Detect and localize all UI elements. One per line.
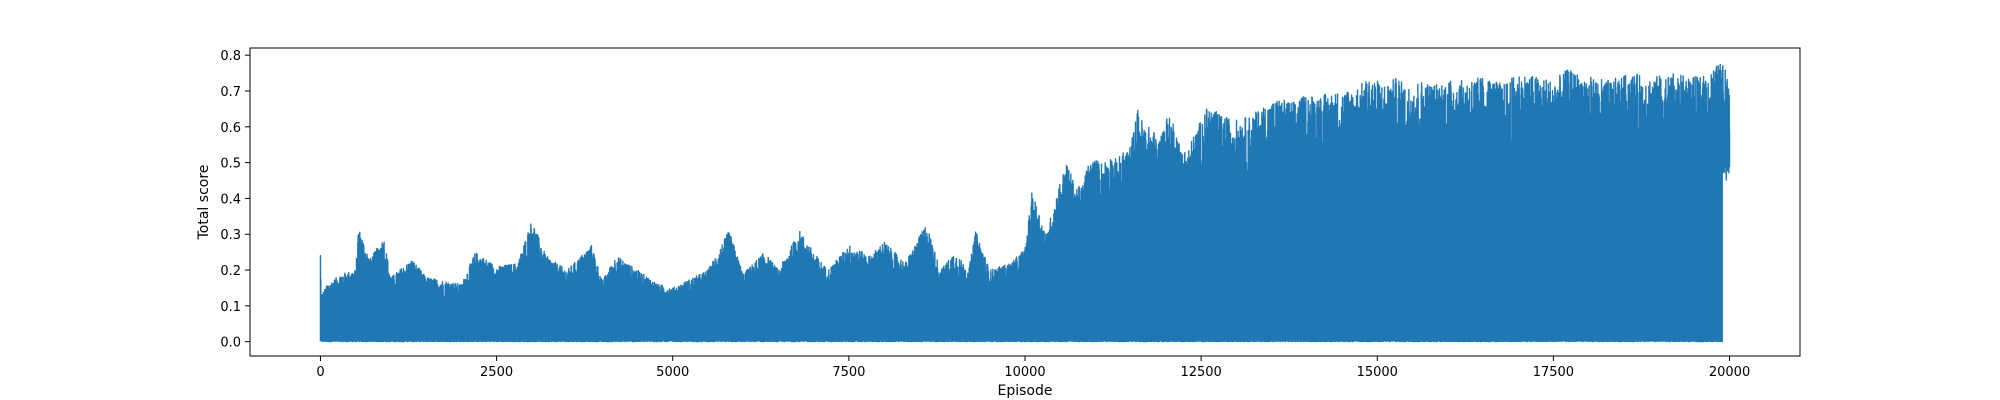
x-tick-label: 10000 [1004,365,1045,380]
x-tick-label: 7500 [832,365,865,380]
x-axis: 0 2500 5000 7500 10000 12500 15000 17500 20000 [316,356,1750,380]
x-tick-label: 2500 [480,365,513,380]
y-axis-label: Total score [196,165,212,241]
x-tick-label: 12500 [1180,365,1221,380]
y-tick-label: 0.7 [220,85,241,100]
y-tick-label: 0.2 [220,264,241,279]
y-tick-label: 0.5 [220,157,241,172]
x-tick-label: 20000 [1709,365,1750,380]
x-tick-label: 5000 [656,365,689,380]
x-tick-label: 15000 [1357,365,1398,380]
x-tick-label: 17500 [1533,365,1574,380]
y-tick-label: 0.8 [220,49,241,64]
x-axis-label: Episode [998,383,1053,399]
x-tick-label: 0 [316,365,324,380]
y-tick-label: 0.0 [220,336,241,351]
y-tick-label: 0.3 [220,228,241,243]
y-axis: 0.0 0.1 0.2 0.3 0.4 0.5 0.6 0.7 0.8 [220,49,250,351]
plot-area [319,63,1731,343]
y-tick-label: 0.4 [220,192,241,207]
y-tick-label: 0.1 [220,300,241,315]
y-tick-label: 0.6 [220,121,241,136]
score-series-line [319,63,1731,343]
